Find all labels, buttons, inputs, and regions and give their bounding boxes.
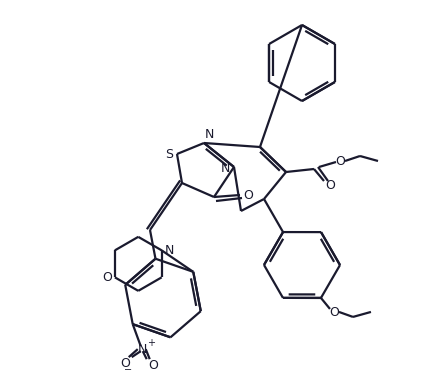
Text: +: + — [147, 338, 155, 348]
Text: O: O — [329, 306, 339, 319]
Text: −: − — [124, 365, 132, 375]
Text: O: O — [148, 359, 158, 371]
Text: N: N — [165, 244, 174, 257]
Text: N: N — [220, 162, 230, 174]
Text: O: O — [120, 357, 130, 370]
Text: N: N — [138, 343, 148, 355]
Text: O: O — [325, 179, 335, 192]
Text: O: O — [102, 271, 112, 284]
Text: O: O — [335, 155, 345, 168]
Text: O: O — [243, 189, 253, 202]
Text: N: N — [204, 128, 213, 141]
Text: S: S — [165, 147, 173, 160]
